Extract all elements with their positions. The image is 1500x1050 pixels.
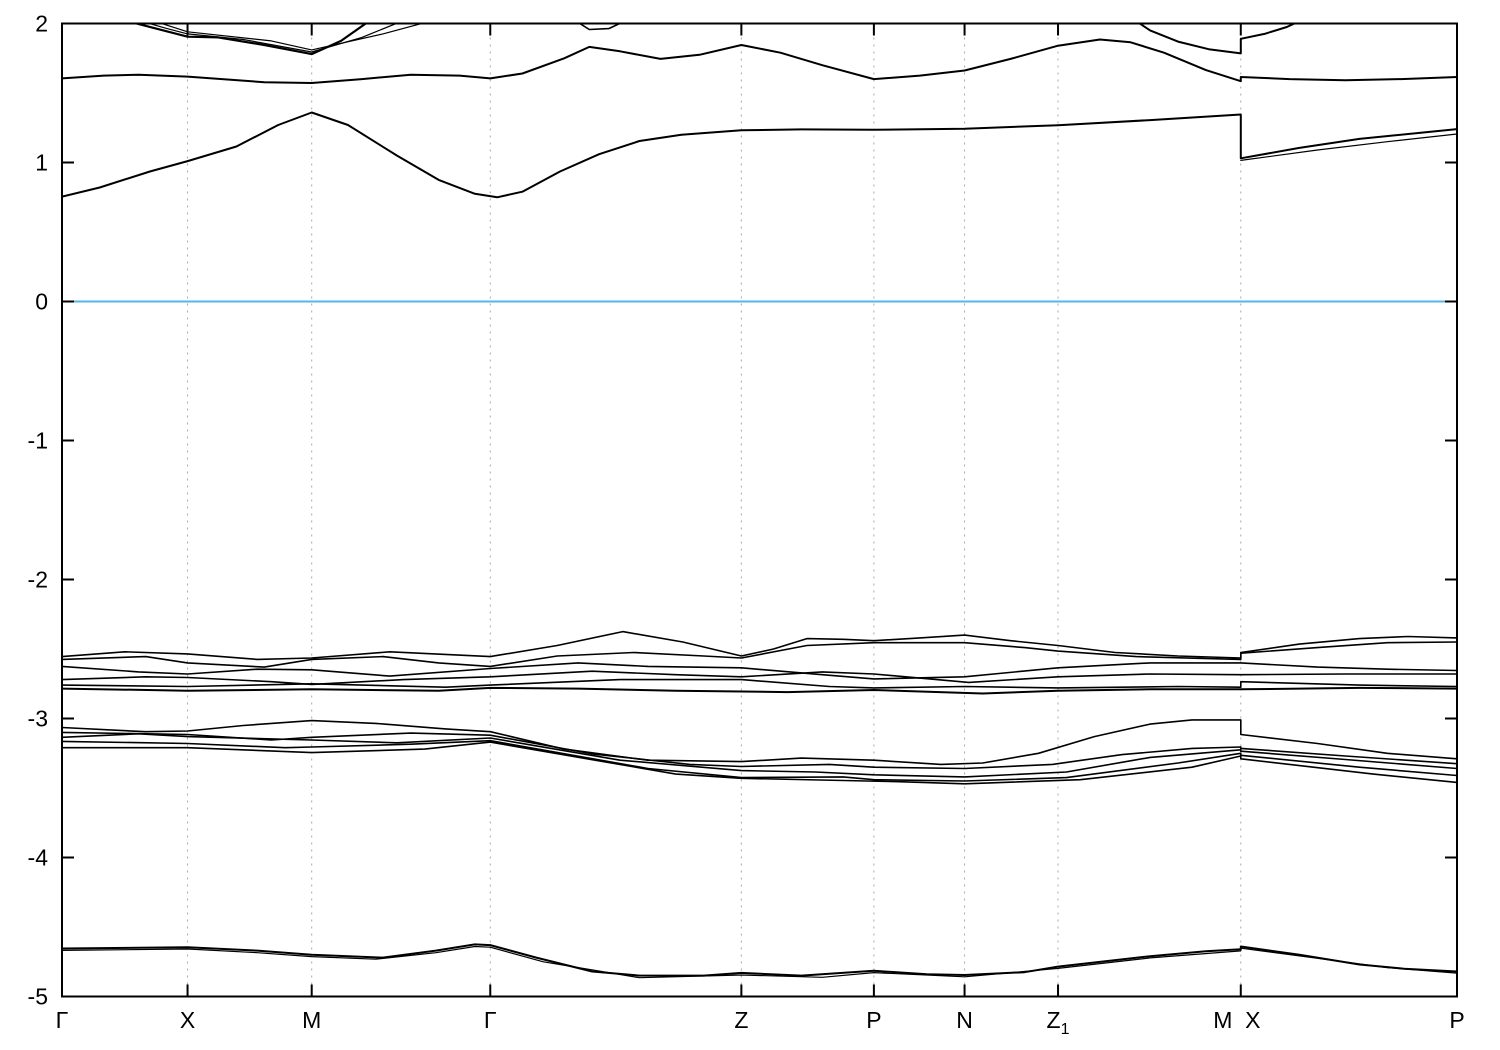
band-line-cond-upper-left-1 <box>132 23 368 56</box>
kpoint-label: X <box>180 1007 195 1033</box>
y-tick-label: 0 <box>35 289 48 315</box>
band-line-val-lower-4 <box>62 739 1457 782</box>
band-line-cond-flat <box>62 38 1457 84</box>
band-line-val-lower-5 <box>62 741 1457 785</box>
kpoint-label: N <box>956 1007 973 1033</box>
band-line-val-upper-5 <box>62 678 1457 689</box>
kpoint-label: P <box>866 1007 881 1033</box>
kpoint-label: X <box>1245 1007 1260 1033</box>
kpoint-label: M <box>302 1007 321 1033</box>
band-line-cond-from-above-M <box>1137 23 1297 55</box>
kpoint-label: Γ <box>56 1007 69 1033</box>
band-line-val-upper-2 <box>62 641 1457 668</box>
band-line-cond-dispersive <box>62 111 1457 199</box>
band-line-cond-upper-left-3 <box>159 23 424 51</box>
kpoint-label: M <box>1213 1007 1232 1033</box>
band-line-val-upper-4 <box>62 670 1457 686</box>
band-line-cond-upper-left-2 <box>147 23 398 53</box>
y-tick-label: 2 <box>35 11 48 37</box>
y-tick-label: 1 <box>35 150 48 176</box>
kpoint-label: P <box>1449 1007 1464 1033</box>
band-line-val-lower-3 <box>62 732 1457 778</box>
plot-border <box>61 22 1458 998</box>
band-line-bottom-band-1 <box>62 943 1457 977</box>
y-tick-label: -1 <box>28 428 48 454</box>
y-tick-label: -5 <box>28 984 48 1010</box>
band-line-bottom-band-2 <box>62 945 1457 979</box>
band-line-cond-dispersive-twin <box>1240 133 1457 161</box>
band-line-val-lower-2 <box>62 731 1457 770</box>
y-tick-label: -2 <box>28 567 48 593</box>
band-line-val-lower-1 <box>62 719 1457 766</box>
band-line-val-upper-6 <box>62 686 1457 695</box>
kpoint-label: Z <box>734 1007 748 1033</box>
bands-group <box>62 23 1457 979</box>
y-tick-label: -3 <box>28 706 48 732</box>
y-tick-label: -4 <box>28 845 49 871</box>
band-line-val-upper-3 <box>62 662 1457 680</box>
band-line-cond-dip-arc <box>578 23 622 31</box>
kpoint-label: Γ <box>484 1007 497 1033</box>
